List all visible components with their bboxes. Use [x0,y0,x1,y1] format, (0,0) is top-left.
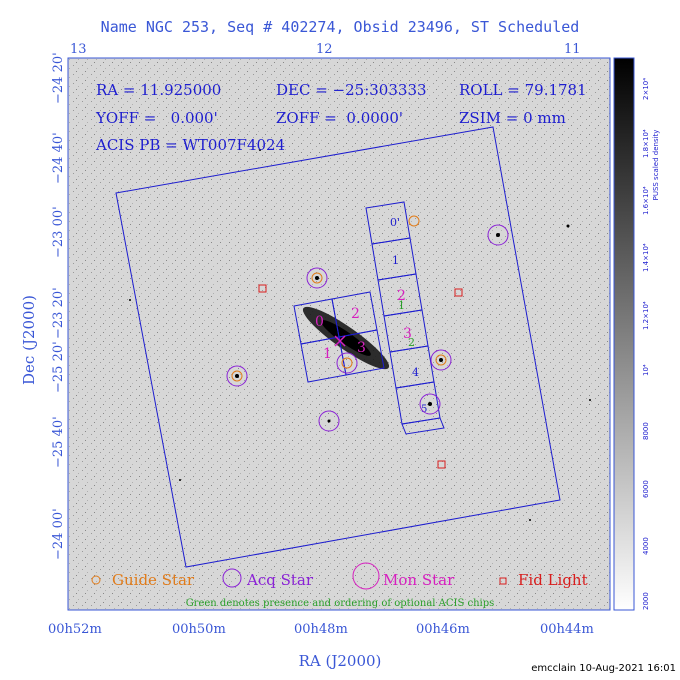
chip-label-s4: 4 [412,366,419,379]
legend-note: Green denotes presence and ordering of o… [186,598,495,609]
dec-readout: DEC = −25:303333 [276,81,427,99]
chip-label-i3: 3 [357,340,366,356]
star-field [129,149,591,521]
x-axis-label: RA (J2000) [299,652,382,670]
svg-text:10⁴: 10⁴ [642,364,650,376]
svg-text:4000: 4000 [642,537,650,555]
left-tick-6: −25 40' [51,416,66,468]
bottom-tick-46: 00h46m [416,622,470,637]
svg-text:2×10⁴: 2×10⁴ [642,78,650,100]
chip-label-s0: 0' [390,216,400,229]
bottom-tick-44: 00h44m [540,622,594,637]
svg-text:8000: 8000 [642,422,650,440]
chip-optional-2: 2 [408,336,415,349]
y-axis-label: Dec (J2000) [20,295,38,385]
colorbar [613,57,635,611]
aim-point-marker [334,335,346,347]
top-tick-11: 11 [564,42,581,57]
colorbar-label: PUSS scaled density [652,130,660,201]
chip-label-i2: 2 [351,306,360,322]
footer-stamp: emcclain 10-Aug-2021 16:01 [531,663,676,674]
left-tick-4: −23 20' [51,287,66,339]
left-tick-2: −24 40' [51,132,66,184]
chip-label-s1: 1 [392,254,399,267]
zsim-readout: ZSIM = 0 mm [459,109,566,127]
field-of-view-outline [115,126,561,568]
fid-light-markers [258,284,463,469]
bottom-axis-ticks: 00h52m 00h50m 00h48m 00h46m 00h44m [48,622,594,637]
plot-title: Name NGC 253, Seq # 402274, Obsid 23496,… [100,18,580,36]
top-tick-13: 13 [70,42,87,57]
acis-i-chips [293,291,385,383]
acq-star-markers [226,224,509,432]
acq-star-legend-icon [222,568,242,588]
ra-readout: RA = 11.925000 [96,81,221,99]
svg-text:1.6×10⁴: 1.6×10⁴ [642,186,650,215]
chip-label-s2: 2 [397,288,406,304]
top-tick-12: 12 [316,42,333,57]
chip-label-i0: 0 [315,314,324,330]
yoff-readout: YOFF = 0.000' [95,109,218,127]
legend-acq: Acq Star [246,571,314,589]
chip-optional-1: 1 [398,299,405,312]
mon-star-legend-icon [352,562,380,590]
guide-star-legend-icon [91,575,101,585]
fid-light-legend-icon [499,577,507,585]
legend-mon: Mon Star [383,571,455,589]
legend-fid: Fid Light [518,571,588,589]
left-tick-5: −25 20' [51,341,66,393]
left-tick-1: −24 20' [51,52,66,104]
chip-label-s3: 3 [403,326,412,342]
acis-pb-readout: ACIS PB = WT007F4024 [95,136,285,154]
svg-text:1.4×10⁴: 1.4×10⁴ [642,243,650,272]
svg-text:1.2×10⁴: 1.2×10⁴ [642,301,650,330]
galaxy-ngc253 [302,306,390,370]
left-tick-7: −24 00' [51,508,66,560]
bottom-tick-52: 00h52m [48,622,102,637]
legend: Guide Star Acq Star Mon Star Fid Light G… [91,562,588,609]
acis-s-chips [365,201,445,435]
guide-star-markers [231,215,447,382]
left-axis-ticks: −24 20' −24 40' −23 00' −23 20' −25 20' … [51,52,66,560]
legend-guide: Guide Star [112,571,195,589]
bottom-tick-48: 00h48m [294,622,348,637]
left-tick-3: −23 00' [51,206,66,258]
zoff-readout: ZOFF = 0.0000' [276,109,403,127]
svg-text:1.8×10⁴: 1.8×10⁴ [642,129,650,158]
colorbar-ticks: 2000 4000 6000 8000 10⁴ 1.2×10⁴ 1.4×10⁴ … [642,78,650,610]
svg-text:2000: 2000 [642,592,650,610]
roll-readout: ROLL = 79.1781 [459,81,587,99]
chip-label-i1: 1 [323,346,332,362]
bottom-tick-50: 00h50m [172,622,226,637]
svg-text:6000: 6000 [642,480,650,498]
chip-label-s5: 5 [421,404,427,415]
